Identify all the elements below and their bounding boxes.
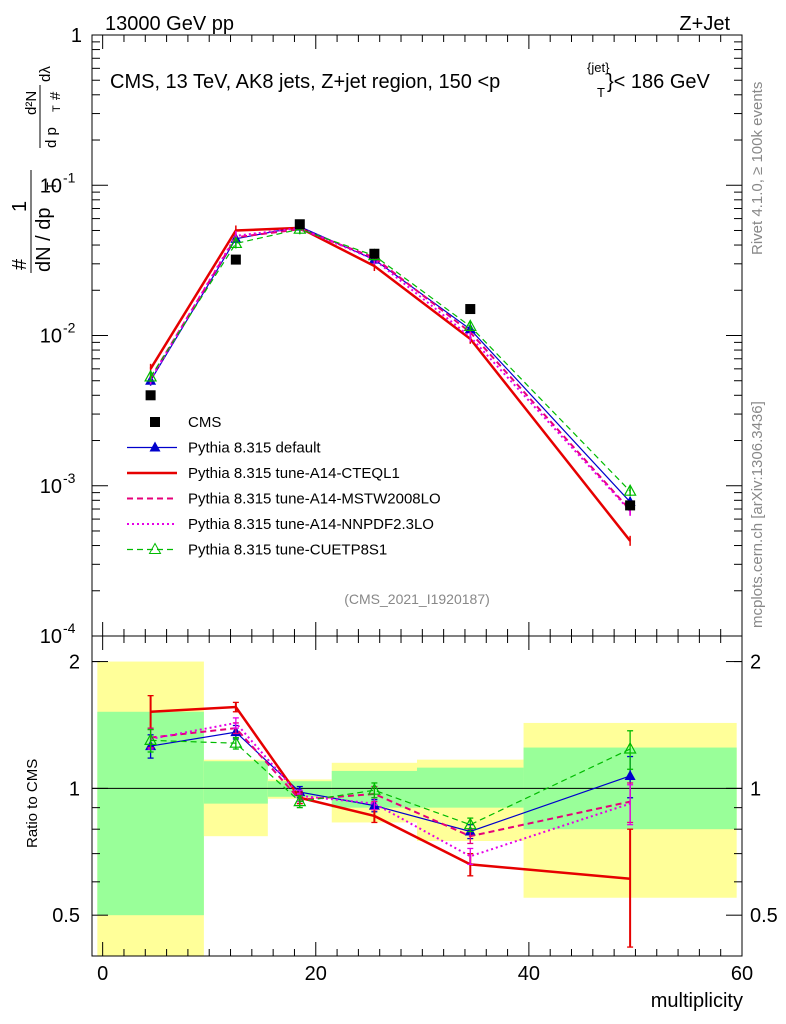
main-title: CMS, 13 TeV, AK8 jets, Z+jet region, 150… <box>110 71 500 93</box>
series-line-1 <box>149 226 632 542</box>
ratio-y-tick-label-left: 2 <box>69 652 80 674</box>
ratio-marker-4 <box>293 794 307 807</box>
y-label-dlambda: dλ <box>37 66 54 82</box>
x-tick-labels: 0 20 40 60 <box>97 963 753 985</box>
legend-marker <box>148 542 162 554</box>
legend-label: Pythia 8.315 tune-A14-NNPDF2.3LO <box>188 516 434 533</box>
y-label-dp-sub: T <box>51 105 63 112</box>
ratio-series-line-3 <box>150 721 631 858</box>
ratio-uncertainty-bands <box>97 661 737 956</box>
y-tick-label: 10 <box>40 175 62 197</box>
ratio-y-label: Ratio to CMS <box>24 759 41 848</box>
cms-data-point <box>294 219 305 230</box>
series-line-2 <box>149 228 631 511</box>
main-title-superscript: {jet} <box>587 60 610 75</box>
x-axis-label: multiplicity <box>651 990 743 1012</box>
y-label-d2N: d²N <box>23 91 40 115</box>
mcplots-text: mcplots.cern.ch [arXiv:1306.3436] <box>749 401 766 628</box>
ratio-panel: 0.5 0.5 1 1 2 2 0 20 40 60 Ratio to CMS multipli… <box>24 635 778 1012</box>
cms-data-point <box>230 254 241 265</box>
ratio-y-tick-label-right: 2 <box>750 652 761 674</box>
main-y-label: # 1 dN / dp T # d²N d p T dλ <box>9 66 64 273</box>
header-left: 13000 GeV pp <box>105 13 234 35</box>
y-tick-label: 10 <box>40 626 62 648</box>
main-panel: 110-110-210-310-4 CMS, 13 TeV, AK8 jets,… <box>9 25 743 648</box>
cms-data-point <box>369 248 380 259</box>
main-title-suffix: }< 186 GeV <box>607 71 711 93</box>
ratio-marker-4 <box>144 733 158 745</box>
y-label-dN-sub: T <box>44 182 59 190</box>
ratio-frame <box>91 635 743 957</box>
ratio-band-inner <box>203 761 268 804</box>
series-marker-4 <box>463 319 477 331</box>
series-marker-4 <box>229 236 243 249</box>
y-label-dp: d p <box>43 127 60 148</box>
main-ticks <box>92 34 743 637</box>
y-tick-label: 1 <box>71 25 82 47</box>
main-title-subscript: T <box>597 85 605 100</box>
y-label-hash-1: # <box>9 258 31 270</box>
ratio-marker-4 <box>229 735 243 748</box>
legend-label: Pythia 8.315 tune-A14-CTEQL1 <box>188 465 400 482</box>
ratio-y-tick-label-right: 0.5 <box>750 905 778 927</box>
x-tick-label: 20 <box>305 963 327 985</box>
legend-label: CMS <box>188 414 221 431</box>
legend-label: Pythia 8.315 tune-A14-MSTW2008LO <box>188 491 441 508</box>
series-marker-4 <box>623 483 637 496</box>
header-right: Z+Jet <box>679 13 730 35</box>
analysis-id: (CMS_2021_I1920187) <box>344 591 490 607</box>
y-tick-label: 10 <box>40 326 62 348</box>
ratio-marker-4 <box>367 782 381 795</box>
cms-data-point <box>465 304 476 315</box>
cms-data-point <box>625 500 636 511</box>
x-tick-label: 60 <box>731 963 753 985</box>
y-label-hash-2: # <box>47 91 64 100</box>
ratio-y-tick-labels: 0.5 0.5 1 1 2 2 <box>52 652 778 928</box>
legend-marker-cms <box>150 417 160 427</box>
main-data-marks <box>144 219 637 546</box>
ratio-data-marks <box>144 695 637 948</box>
y-tick-exponent: -2 <box>63 320 76 336</box>
ratio-series-line-4 <box>150 739 631 826</box>
x-tick-label: 40 <box>518 963 540 985</box>
series-marker-4 <box>144 369 158 382</box>
series-line-3 <box>149 226 631 512</box>
ratio-series-line-2 <box>150 727 631 838</box>
legend-label: Pythia 8.315 default <box>188 440 321 457</box>
y-tick-exponent: -1 <box>63 169 76 185</box>
ratio-band-inner <box>417 767 524 808</box>
ratio-marker-4 <box>623 741 637 754</box>
rivet-version-text: Rivet 4.1.0, ≥ 100k events <box>749 82 766 255</box>
ratio-y-tick-label-right: 1 <box>750 778 761 800</box>
y-tick-exponent: -4 <box>63 620 76 636</box>
legend: CMS Pythia 8.315 default Pythia 8.315 tune… <box>127 414 441 559</box>
legend-marker <box>149 441 161 452</box>
ratio-marker-0 <box>624 769 636 780</box>
y-tick-exponent: -3 <box>63 470 76 486</box>
ratio-y-tick-label-left: 1 <box>69 778 80 800</box>
legend-label: Pythia 8.315 tune-CUETP8S1 <box>188 542 387 559</box>
y-label-one: 1 <box>9 201 31 212</box>
x-tick-label: 0 <box>97 963 108 985</box>
y-label-dN-dp: dN / dp <box>33 208 55 272</box>
cms-data-point <box>145 390 156 401</box>
series-line-4 <box>150 228 631 492</box>
y-tick-label: 10 <box>40 476 62 498</box>
ratio-marker-4 <box>463 817 477 830</box>
main-y-tick-labels: 110-110-210-310-4 <box>40 25 82 648</box>
ratio-ticks <box>92 636 743 957</box>
ratio-y-tick-label-left: 0.5 <box>52 905 80 927</box>
ratio-series-line-1 <box>150 705 631 881</box>
